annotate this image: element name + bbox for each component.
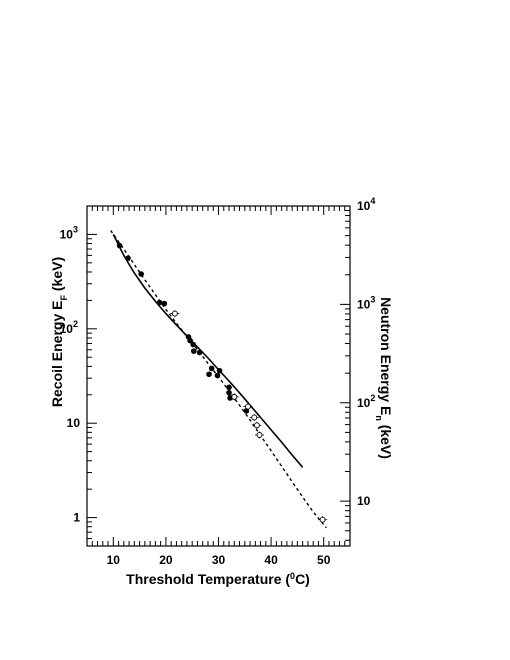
data-point-filled — [190, 341, 197, 348]
y-left-tick-label: 103 — [60, 224, 78, 241]
data-point-filled — [226, 384, 232, 391]
y-right-tick-label: 10 — [357, 494, 371, 508]
y-right-tick-label: 104 — [357, 196, 375, 213]
y-right-tick-label: 102 — [357, 393, 375, 410]
data-markers — [116, 242, 328, 524]
data-point-filled — [190, 348, 197, 354]
data-point-open — [256, 432, 263, 438]
x-axis-label: Threshold Temperature (0C) — [126, 571, 310, 587]
x-tick-label: 50 — [317, 553, 331, 567]
data-point-filled — [208, 365, 215, 372]
x-tick-label: 40 — [264, 553, 278, 567]
x-tick-label: 30 — [212, 553, 226, 567]
data-point-open — [251, 414, 258, 421]
x-tick-label: 20 — [159, 553, 173, 567]
tick-marks — [86, 205, 351, 547]
data-point-open — [171, 310, 178, 317]
y-axis-right-label: Neutron Energy En (keV) — [374, 297, 394, 459]
y-right-tick-label: 103 — [357, 294, 375, 311]
x-tick-label: 10 — [107, 553, 121, 567]
y-left-tick-label: 1 — [73, 511, 80, 525]
data-point-filled — [226, 389, 232, 396]
data-point-filled — [138, 271, 144, 277]
data-point-filled — [214, 372, 221, 379]
data-point-filled — [125, 255, 131, 261]
data-point-open — [231, 393, 238, 400]
data-point-filled — [161, 300, 168, 307]
data-point-open — [245, 403, 251, 410]
tick-labels: 10 20 30 40 50 1 10 102 103 10 102 103 104 — [60, 196, 376, 567]
data-point-filled — [206, 371, 212, 378]
data-point-open — [253, 422, 260, 429]
data-point-filled — [156, 299, 163, 306]
y-axis-left-label: Recoil Energy EF (keV) — [49, 257, 69, 407]
data-point-filled — [187, 337, 193, 344]
solid-curve — [112, 234, 304, 468]
data-point-filled — [216, 367, 223, 374]
y-left-tick-label: 10 — [67, 416, 81, 430]
data-point-filled — [196, 349, 203, 356]
y-left-tick-label: 102 — [60, 319, 78, 336]
data-point-filled — [116, 242, 123, 249]
data-point-open — [319, 516, 326, 523]
